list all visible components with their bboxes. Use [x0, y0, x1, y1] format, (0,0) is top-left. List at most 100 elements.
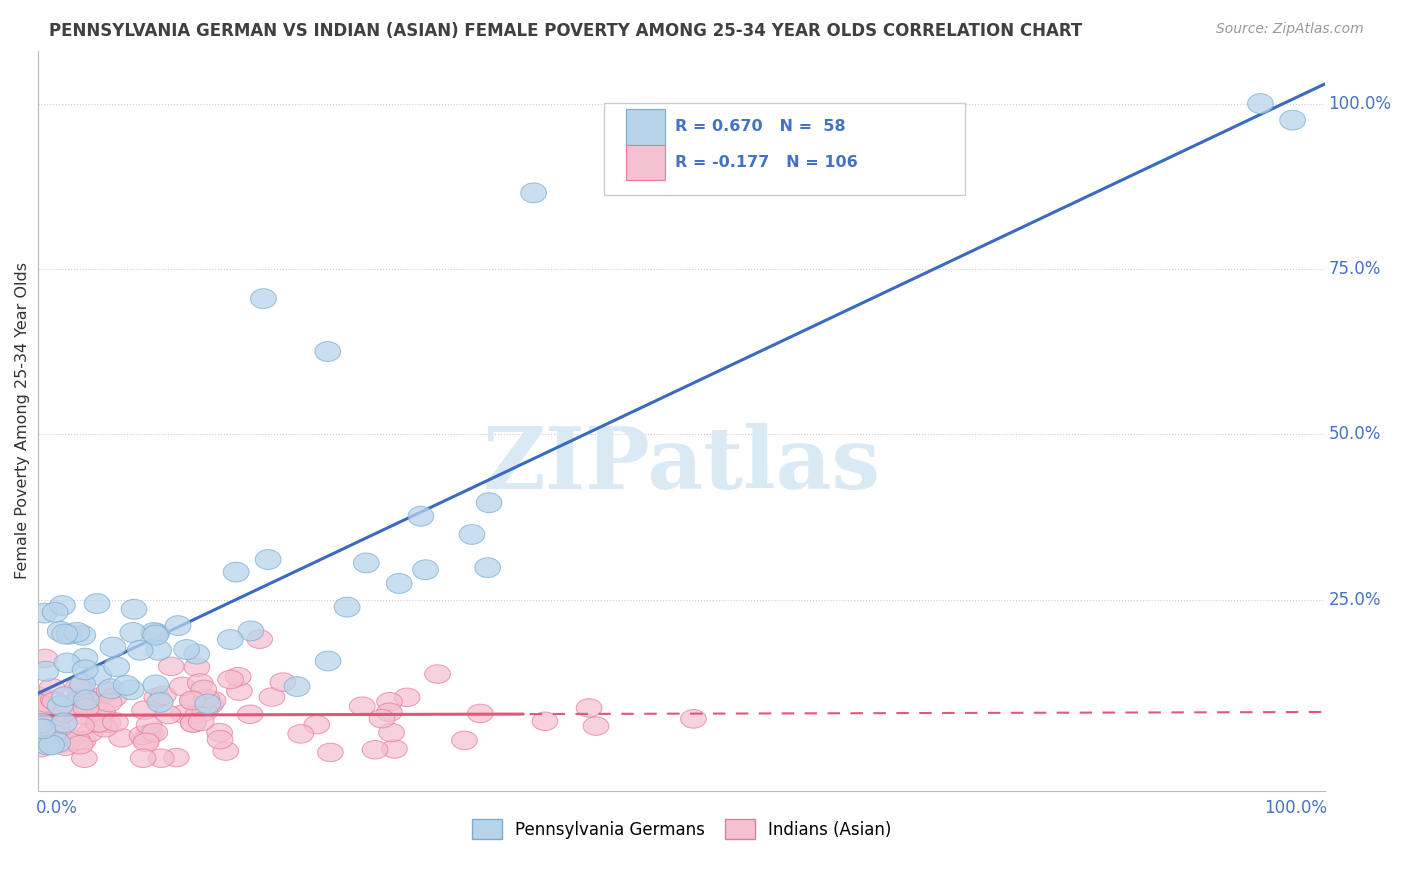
Ellipse shape	[187, 673, 214, 692]
Ellipse shape	[90, 714, 115, 733]
Ellipse shape	[31, 698, 58, 717]
Ellipse shape	[256, 549, 281, 569]
Ellipse shape	[65, 692, 90, 710]
Ellipse shape	[576, 698, 602, 717]
Ellipse shape	[91, 719, 118, 737]
Ellipse shape	[247, 630, 273, 648]
Ellipse shape	[86, 665, 111, 685]
Ellipse shape	[84, 594, 110, 614]
Ellipse shape	[377, 703, 402, 722]
Y-axis label: Female Poverty Among 25-34 Year Olds: Female Poverty Among 25-34 Year Olds	[15, 262, 30, 580]
Ellipse shape	[118, 680, 143, 699]
Ellipse shape	[48, 622, 73, 641]
Ellipse shape	[103, 713, 128, 731]
Ellipse shape	[143, 688, 170, 706]
Ellipse shape	[44, 717, 70, 736]
Ellipse shape	[136, 724, 162, 743]
Ellipse shape	[377, 692, 402, 711]
Ellipse shape	[141, 623, 167, 642]
Ellipse shape	[86, 706, 111, 723]
Text: 100.0%: 100.0%	[1329, 95, 1392, 112]
Ellipse shape	[681, 710, 706, 728]
Ellipse shape	[531, 712, 558, 731]
Ellipse shape	[129, 726, 155, 745]
Ellipse shape	[170, 705, 197, 723]
Ellipse shape	[259, 688, 285, 706]
Ellipse shape	[41, 724, 66, 743]
Ellipse shape	[315, 651, 340, 671]
Ellipse shape	[270, 673, 295, 691]
Ellipse shape	[114, 675, 139, 695]
Ellipse shape	[65, 623, 90, 642]
Ellipse shape	[52, 687, 77, 706]
Ellipse shape	[475, 558, 501, 578]
Ellipse shape	[180, 714, 207, 732]
Ellipse shape	[96, 682, 122, 700]
Ellipse shape	[169, 677, 195, 696]
Ellipse shape	[451, 731, 477, 749]
Ellipse shape	[34, 661, 59, 681]
Ellipse shape	[51, 713, 77, 733]
Ellipse shape	[425, 665, 450, 683]
Ellipse shape	[52, 624, 77, 644]
Ellipse shape	[48, 696, 73, 715]
Ellipse shape	[39, 679, 65, 697]
Ellipse shape	[218, 670, 243, 689]
Ellipse shape	[121, 599, 146, 619]
Ellipse shape	[184, 644, 209, 664]
Ellipse shape	[96, 714, 121, 732]
Ellipse shape	[143, 675, 169, 695]
Ellipse shape	[370, 709, 395, 728]
Text: 75.0%: 75.0%	[1329, 260, 1381, 278]
Ellipse shape	[353, 553, 380, 573]
Ellipse shape	[460, 524, 485, 544]
Ellipse shape	[49, 596, 76, 615]
Ellipse shape	[225, 667, 252, 686]
Ellipse shape	[52, 737, 79, 756]
Ellipse shape	[218, 630, 243, 649]
Ellipse shape	[134, 731, 159, 749]
Ellipse shape	[69, 716, 94, 735]
Ellipse shape	[583, 717, 609, 735]
Ellipse shape	[250, 289, 277, 309]
Text: 25.0%: 25.0%	[1329, 591, 1381, 608]
Ellipse shape	[134, 733, 159, 752]
Ellipse shape	[72, 660, 98, 680]
Ellipse shape	[148, 692, 173, 713]
Ellipse shape	[184, 658, 209, 677]
Ellipse shape	[48, 698, 75, 716]
Ellipse shape	[136, 715, 162, 734]
Ellipse shape	[77, 723, 103, 742]
Ellipse shape	[224, 562, 249, 582]
Ellipse shape	[76, 690, 101, 709]
Ellipse shape	[30, 719, 56, 739]
Ellipse shape	[32, 649, 58, 667]
FancyBboxPatch shape	[626, 145, 665, 180]
FancyBboxPatch shape	[626, 109, 665, 145]
Ellipse shape	[128, 640, 153, 660]
Ellipse shape	[207, 731, 233, 749]
Ellipse shape	[520, 183, 547, 202]
Ellipse shape	[27, 688, 52, 706]
Ellipse shape	[142, 625, 169, 645]
Ellipse shape	[387, 574, 412, 593]
Ellipse shape	[42, 692, 67, 711]
Ellipse shape	[381, 739, 408, 758]
Ellipse shape	[72, 749, 97, 767]
Ellipse shape	[31, 603, 58, 623]
Ellipse shape	[212, 742, 239, 760]
Ellipse shape	[69, 706, 94, 724]
Ellipse shape	[34, 735, 60, 755]
Ellipse shape	[1247, 94, 1274, 113]
Ellipse shape	[28, 713, 53, 733]
Ellipse shape	[39, 735, 65, 755]
Ellipse shape	[86, 714, 111, 733]
Ellipse shape	[34, 694, 59, 713]
Ellipse shape	[58, 701, 83, 719]
Ellipse shape	[104, 657, 129, 677]
Ellipse shape	[394, 688, 420, 706]
Ellipse shape	[73, 690, 100, 710]
Ellipse shape	[146, 640, 172, 660]
Ellipse shape	[100, 637, 125, 657]
Text: 50.0%: 50.0%	[1329, 425, 1381, 443]
